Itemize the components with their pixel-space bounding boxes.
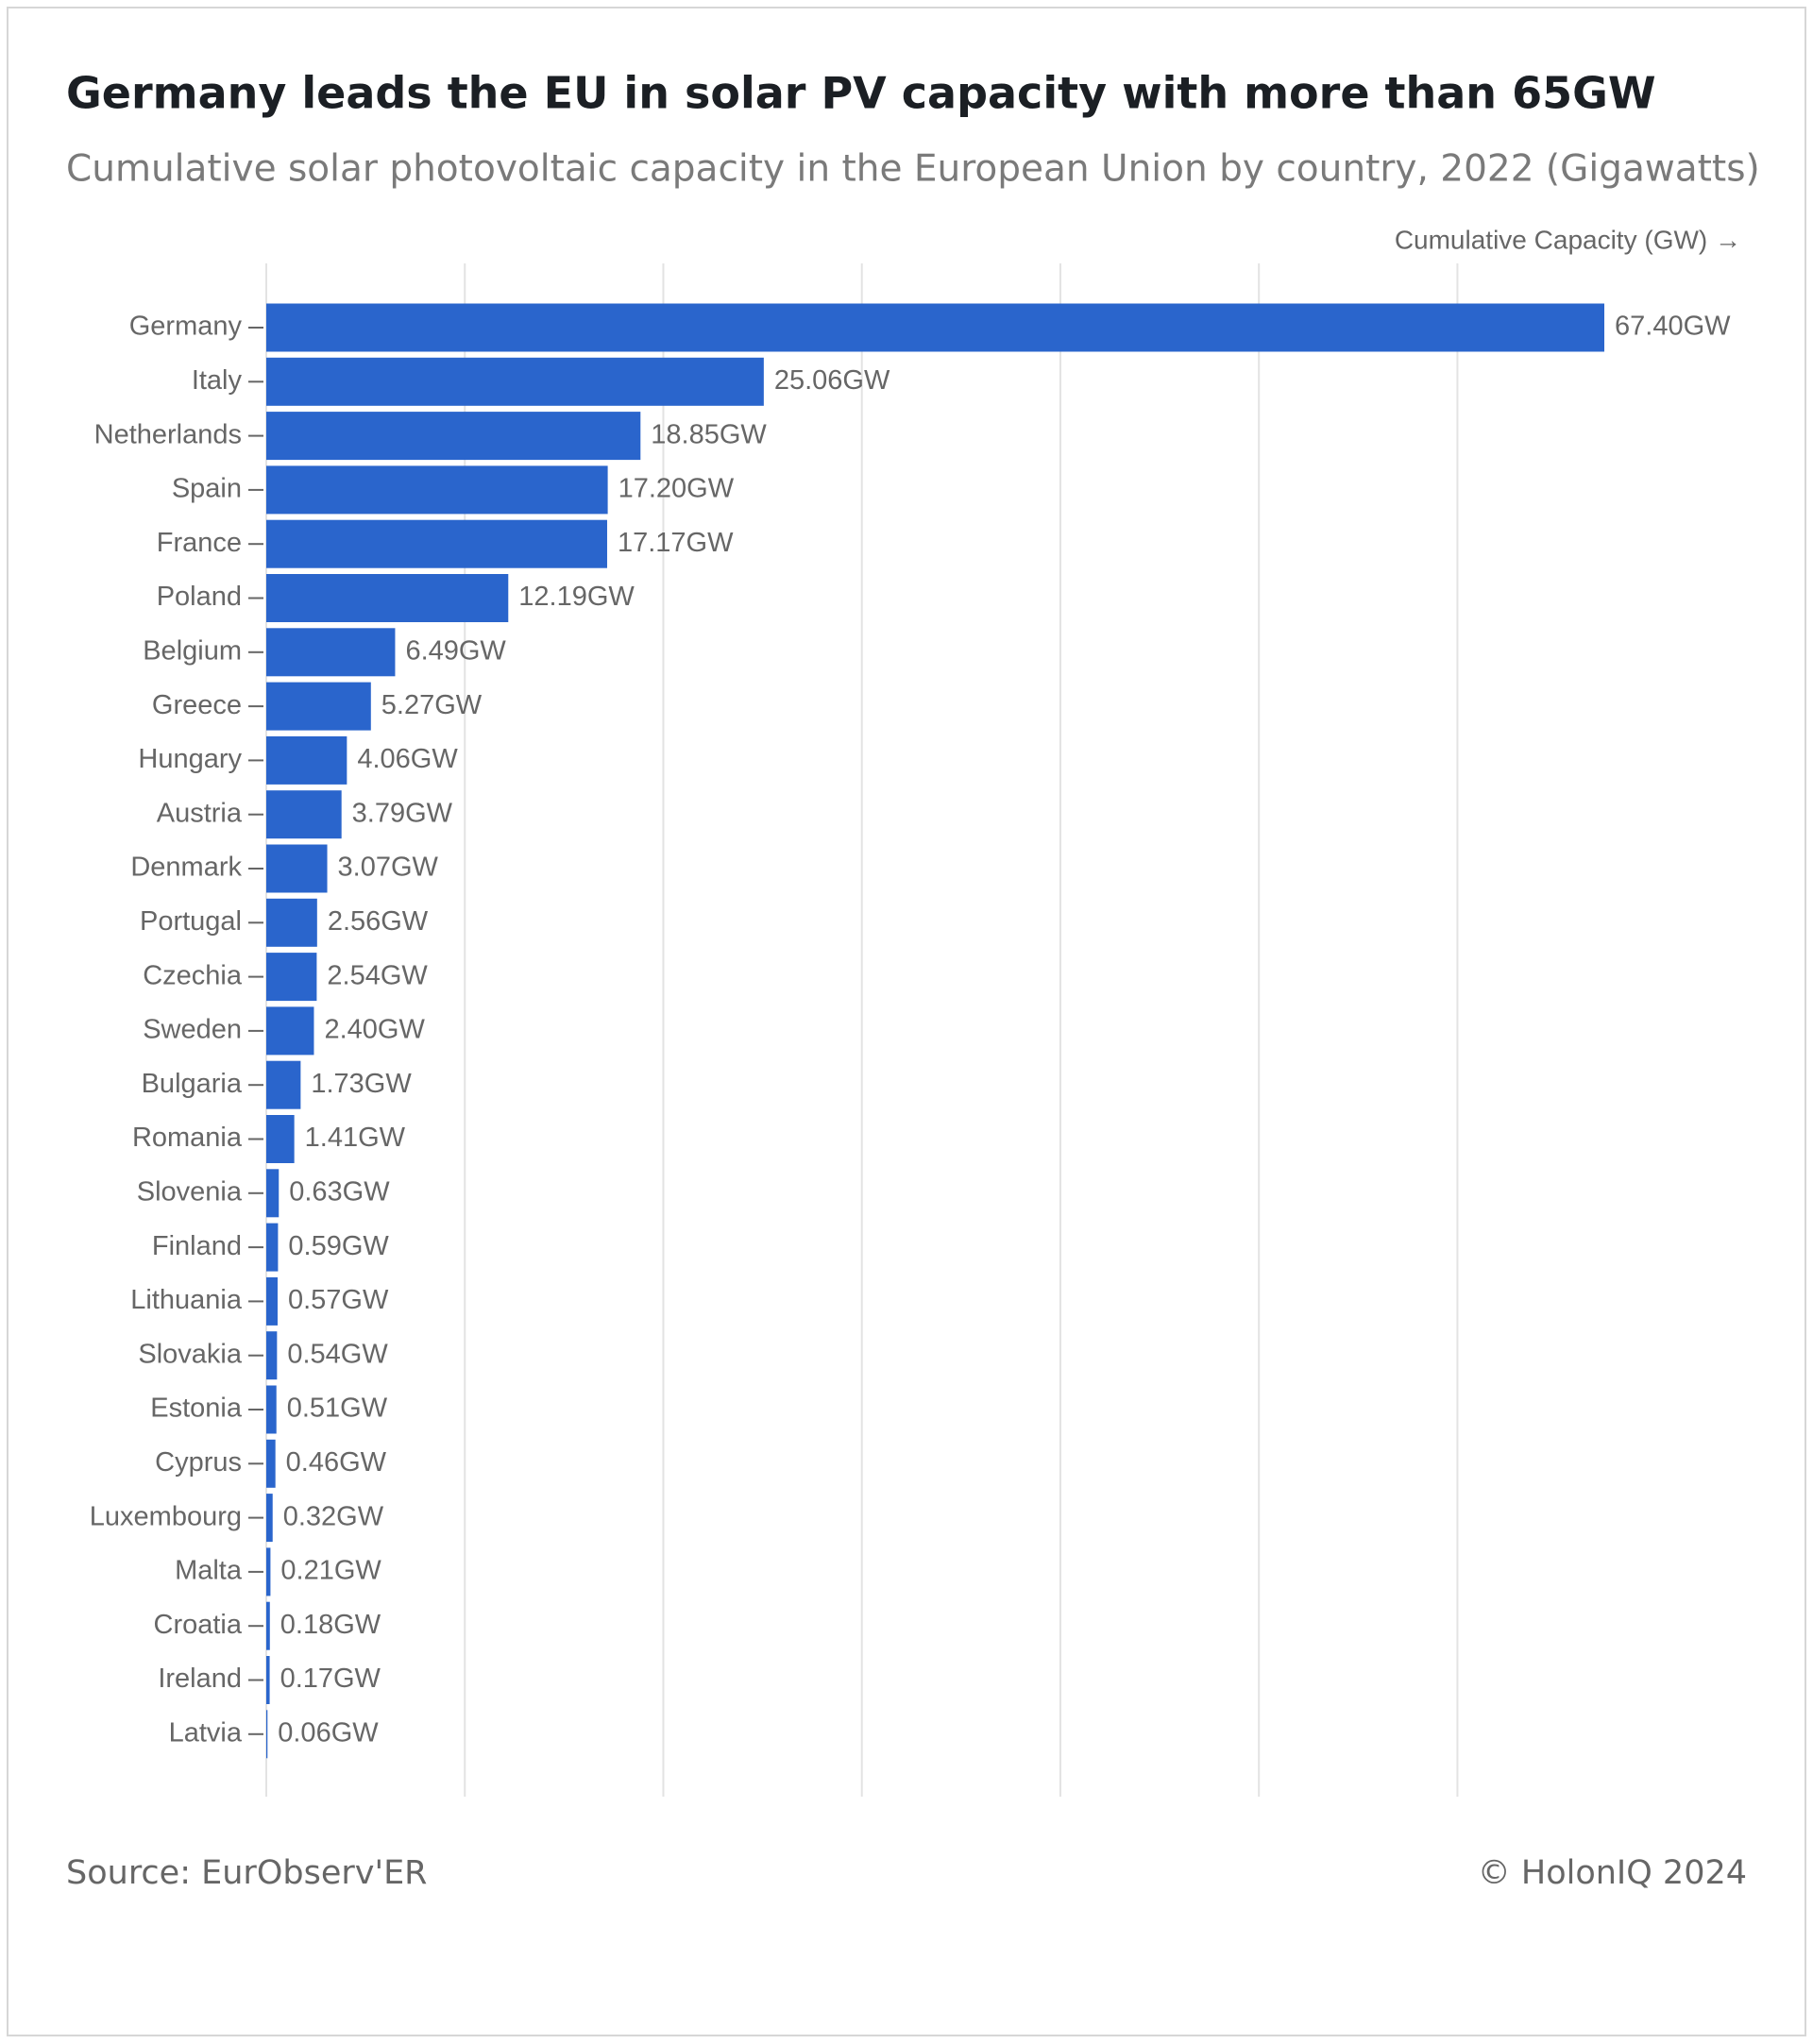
chart-title: Germany leads the EU in solar PV capacit… bbox=[66, 68, 1656, 119]
y-tick-label: Austria bbox=[157, 798, 243, 828]
bar bbox=[266, 1060, 301, 1109]
value-label: 17.20GW bbox=[618, 474, 735, 504]
y-tick-label: Germany bbox=[129, 312, 243, 342]
value-label: 5.27GW bbox=[381, 690, 483, 720]
bar bbox=[266, 1115, 295, 1163]
y-tick-label: Cyprus bbox=[155, 1447, 242, 1478]
value-label: 67.40GW bbox=[1615, 312, 1731, 342]
bar bbox=[266, 1656, 270, 1704]
bar bbox=[266, 1385, 277, 1434]
bar bbox=[266, 1601, 270, 1650]
value-label: 0.54GW bbox=[287, 1339, 388, 1369]
bar bbox=[266, 1331, 278, 1380]
bar bbox=[266, 574, 509, 622]
value-label: 17.17GW bbox=[618, 528, 734, 558]
y-tick-label: Portugal bbox=[140, 906, 242, 937]
bar bbox=[266, 465, 608, 515]
bar bbox=[266, 357, 764, 406]
value-label: 1.41GW bbox=[305, 1123, 406, 1153]
bar bbox=[266, 1276, 278, 1326]
y-tick-label: Netherlands bbox=[94, 419, 242, 449]
bar bbox=[266, 1710, 268, 1759]
bar bbox=[266, 735, 347, 785]
y-tick-label: Italy bbox=[192, 365, 243, 396]
y-tick-label: Slovenia bbox=[137, 1176, 243, 1207]
value-label: 0.46GW bbox=[286, 1447, 387, 1478]
value-label: 0.32GW bbox=[283, 1501, 384, 1531]
y-tick-label: Lithuania bbox=[130, 1285, 243, 1315]
y-tick-label: Bulgaria bbox=[142, 1069, 243, 1099]
value-label: 0.63GW bbox=[289, 1176, 390, 1207]
value-label: 0.57GW bbox=[288, 1285, 389, 1315]
value-label: 1.73GW bbox=[311, 1069, 412, 1099]
value-label: 3.07GW bbox=[338, 853, 439, 883]
bar bbox=[266, 303, 1604, 352]
bar bbox=[266, 1494, 273, 1543]
y-tick-label: Estonia bbox=[150, 1394, 243, 1424]
y-tick-label: Latvia bbox=[169, 1717, 243, 1748]
y-tick-label: Croatia bbox=[154, 1610, 243, 1640]
value-label: 6.49GW bbox=[405, 635, 506, 666]
value-label: 3.79GW bbox=[352, 798, 453, 828]
bar bbox=[266, 790, 342, 839]
y-tick-label: Spain bbox=[172, 474, 242, 504]
value-label: 25.06GW bbox=[774, 365, 890, 396]
y-tick-label: Sweden bbox=[143, 1015, 242, 1045]
credit: © HolonIQ 2024 bbox=[1478, 1854, 1747, 1892]
bar bbox=[266, 1547, 271, 1596]
y-tick-label: Ireland bbox=[158, 1664, 242, 1694]
y-tick-label: Greece bbox=[152, 690, 242, 720]
source: Source: EurObserv'ER bbox=[66, 1854, 428, 1892]
value-label: 2.40GW bbox=[324, 1015, 425, 1045]
bar bbox=[266, 898, 317, 947]
bar bbox=[266, 519, 607, 568]
value-label: 18.85GW bbox=[651, 419, 767, 449]
y-tick-label: Denmark bbox=[130, 853, 242, 883]
bar bbox=[266, 682, 371, 731]
bar bbox=[266, 953, 317, 1002]
y-tick-label: Romania bbox=[132, 1123, 243, 1153]
value-label: 0.17GW bbox=[280, 1664, 381, 1694]
y-tick-label: Belgium bbox=[143, 635, 242, 666]
y-tick-label: Slovakia bbox=[138, 1339, 242, 1369]
bar bbox=[266, 412, 641, 461]
bar bbox=[266, 1223, 279, 1272]
y-tick-label: Hungary bbox=[138, 744, 242, 774]
value-label: 0.18GW bbox=[280, 1610, 381, 1640]
y-tick-label: Czechia bbox=[143, 960, 243, 990]
y-tick-label: Poland bbox=[157, 582, 242, 612]
chart-subtitle: Cumulative solar photovoltaic capacity i… bbox=[66, 148, 1760, 191]
y-tick-label: Finland bbox=[152, 1231, 242, 1261]
y-tick-label: Malta bbox=[175, 1556, 243, 1586]
value-label: 12.19GW bbox=[518, 582, 635, 612]
bar bbox=[266, 628, 396, 677]
value-label: 4.06GW bbox=[357, 744, 458, 774]
bar bbox=[266, 1439, 276, 1488]
value-label: 2.56GW bbox=[328, 906, 429, 937]
bar bbox=[266, 1006, 314, 1056]
x-axis-label: Cumulative Capacity (GW) → bbox=[1395, 225, 1741, 254]
bar bbox=[266, 1169, 280, 1218]
value-label: 2.54GW bbox=[327, 960, 428, 990]
value-label: 0.21GW bbox=[280, 1556, 381, 1586]
y-tick-label: Luxembourg bbox=[90, 1501, 242, 1531]
value-label: 0.06GW bbox=[278, 1717, 379, 1748]
y-tick-label: France bbox=[157, 528, 242, 558]
bar bbox=[266, 844, 328, 893]
value-label: 0.59GW bbox=[288, 1231, 389, 1261]
value-label: 0.51GW bbox=[287, 1394, 388, 1424]
